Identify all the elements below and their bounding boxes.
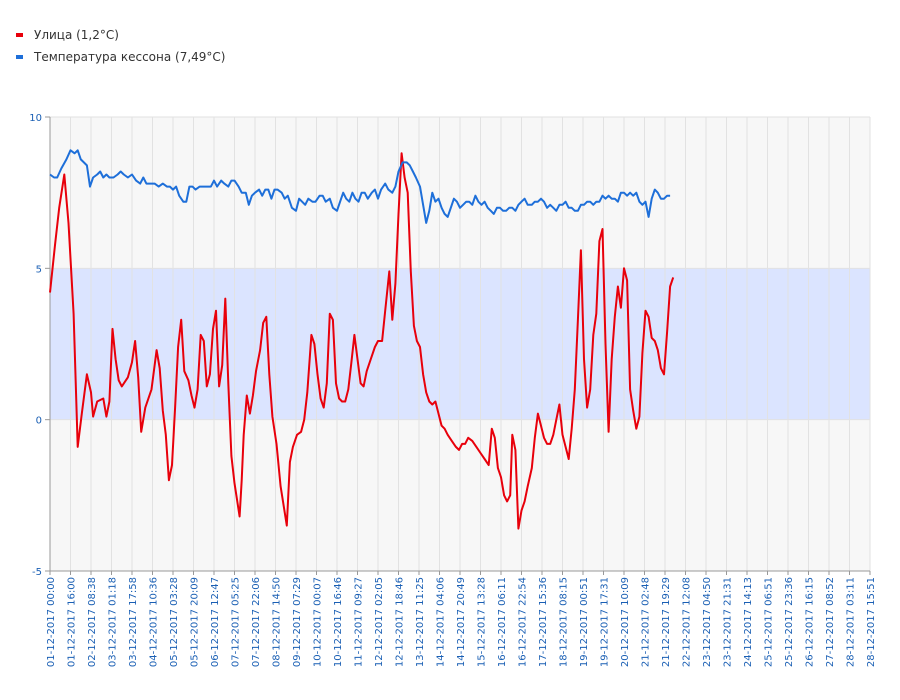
x-tick-label: 26-12-2017 16:15	[805, 577, 816, 667]
legend-swatch-caisson	[16, 55, 23, 59]
x-tick-label: 21-12-2017 02:48	[641, 577, 652, 667]
x-tick-label: 25-12-2017 23:36	[784, 577, 795, 667]
x-tick-label: 09-12-2017 07:29	[292, 577, 303, 667]
x-tick-label: 18-12-2017 08:15	[559, 577, 570, 667]
y-tick-label: -5	[32, 567, 42, 578]
x-tick-label: 17-12-2017 15:36	[538, 577, 549, 667]
series-line-street	[49, 152, 675, 530]
legend-item-street[interactable]: Улица (1,2°C)	[16, 24, 225, 46]
x-tick-label: 15-12-2017 13:28	[477, 577, 488, 667]
x-tick-label: 25-12-2017 06:51	[764, 577, 775, 667]
x-tick-label: 14-12-2017 04:06	[436, 577, 447, 667]
x-tick-label: 16-12-2017 22:54	[518, 577, 529, 667]
x-tick-label: 13-12-2017 11:25	[415, 577, 426, 667]
x-tick-label: 28-12-2017 15:51	[866, 577, 877, 667]
legend-item-caisson[interactable]: Температура кессона (7,49°C)	[16, 46, 225, 68]
legend: Улица (1,2°C) Температура кессона (7,49°…	[16, 24, 225, 68]
x-tick-label: 23-12-2017 21:31	[723, 577, 734, 667]
x-tick-label: 23-12-2017 04:50	[702, 577, 713, 667]
x-tick-label: 07-12-2017 22:06	[251, 577, 262, 667]
x-tick-label: 28-12-2017 03:11	[846, 577, 857, 667]
x-tick-label: 03-12-2017 01:18	[108, 577, 119, 667]
y-tick-label: 10	[29, 113, 42, 124]
x-tick-label: 05-12-2017 03:28	[169, 577, 180, 667]
x-tick-label: 19-12-2017 17:31	[600, 577, 611, 667]
x-tick-label: 04-12-2017 10:36	[149, 577, 160, 667]
x-tick-label: 01-12-2017 16:00	[67, 577, 78, 667]
x-tick-label: 05-12-2017 20:09	[190, 577, 201, 667]
x-tick-label: 27-12-2017 08:52	[825, 577, 836, 667]
x-tick-label: 14-12-2017 20:49	[456, 577, 467, 667]
x-tick-label: 03-12-2017 17:58	[128, 577, 139, 667]
x-tick-label: 19-12-2017 00:51	[579, 577, 590, 667]
legend-label-street: Улица (1,2°C)	[34, 28, 119, 42]
x-tick-label: 07-12-2017 05:25	[231, 577, 242, 667]
x-tick-label: 10-12-2017 16:46	[333, 577, 344, 667]
x-tick-label: 16-12-2017 06:11	[497, 577, 508, 667]
x-tick-label: 22-12-2017 12:08	[682, 577, 693, 667]
x-tick-label: 21-12-2017 19:29	[661, 577, 672, 667]
legend-swatch-street	[16, 33, 23, 37]
x-tick-label: 12-12-2017 18:46	[395, 577, 406, 667]
x-tick-label: 24-12-2017 14:13	[743, 577, 754, 667]
x-tick-label: 12-12-2017 02:05	[374, 577, 385, 667]
y-tick-label: 5	[36, 264, 42, 275]
x-tick-label: 02-12-2017 08:38	[87, 577, 98, 667]
x-tick-label: 01-12-2017 00:00	[46, 577, 57, 667]
y-tick-label: 0	[36, 416, 42, 427]
x-tick-label: 08-12-2017 14:50	[272, 577, 283, 667]
series-line-caisson	[49, 149, 671, 224]
x-tick-label: 20-12-2017 10:09	[620, 577, 631, 667]
legend-label-caisson: Температура кессона (7,49°C)	[34, 50, 226, 64]
x-tick-label: 11-12-2017 09:27	[354, 577, 365, 667]
x-tick-label: 06-12-2017 12:47	[210, 577, 221, 667]
x-tick-label: 10-12-2017 00:07	[313, 577, 324, 667]
